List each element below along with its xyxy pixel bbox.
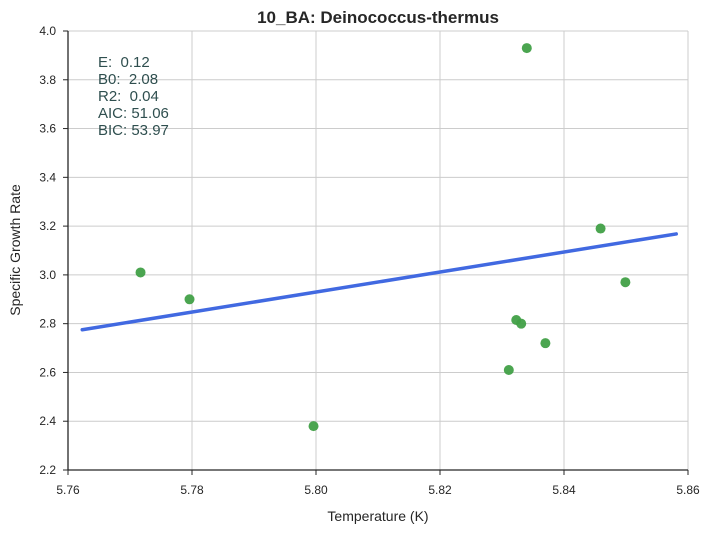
grid-lines xyxy=(67,30,689,471)
x-tick-label-5: 5.86 xyxy=(676,483,700,497)
x-tick-label-3: 5.82 xyxy=(428,483,452,497)
stat-line-3: AIC: 51.06 xyxy=(98,105,169,122)
data-point-1 xyxy=(184,294,195,305)
chart-title: 10_BA: Deinococcus-thermus xyxy=(257,8,499,27)
data-point-0 xyxy=(135,267,146,278)
y-tick-label-2: 2.6 xyxy=(39,365,56,379)
y-tick-labels: 2.2 2.4 2.6 2.8 3.0 3.2 3.4 3.6 3.8 4.0 xyxy=(39,24,68,477)
data-point-5 xyxy=(516,318,527,329)
y-tick-label-0: 2.2 xyxy=(39,463,56,477)
data-point-6 xyxy=(521,43,532,54)
x-axis-label: Temperature (K) xyxy=(327,508,428,524)
x-tick-labels: 5.76 5.78 5.80 5.82 5.84 5.86 xyxy=(56,470,700,497)
x-tick-label-2: 5.80 xyxy=(304,483,328,497)
y-tick-label-7: 3.6 xyxy=(39,122,56,136)
x-tick-label-4: 5.84 xyxy=(552,483,576,497)
data-point-9 xyxy=(620,277,631,288)
y-tick-label-8: 3.8 xyxy=(39,73,56,87)
x-tick-label-1: 5.78 xyxy=(180,483,204,497)
data-point-7 xyxy=(540,338,551,349)
y-tick-label-9: 4.0 xyxy=(39,24,56,38)
y-tick-label-1: 2.4 xyxy=(39,414,56,428)
y-axis-label: Specific Growth Rate xyxy=(7,184,23,316)
data-points xyxy=(135,43,631,432)
y-tick-label-5: 3.2 xyxy=(39,219,56,233)
stat-line-2: R2: 0.04 xyxy=(98,88,159,105)
y-tick-label-6: 3.4 xyxy=(39,170,56,184)
data-point-3 xyxy=(503,365,514,376)
data-point-8 xyxy=(595,223,606,234)
y-tick-label-3: 2.8 xyxy=(39,317,56,331)
fit-line xyxy=(80,232,678,332)
stat-line-4: BIC: 53.97 xyxy=(98,122,169,139)
x-tick-label-0: 5.76 xyxy=(56,483,80,497)
stat-line-1: B0: 2.08 xyxy=(98,71,158,88)
data-point-2 xyxy=(308,421,319,432)
y-tick-label-4: 3.0 xyxy=(39,268,56,282)
stat-line-0: E: 0.12 xyxy=(98,54,150,71)
